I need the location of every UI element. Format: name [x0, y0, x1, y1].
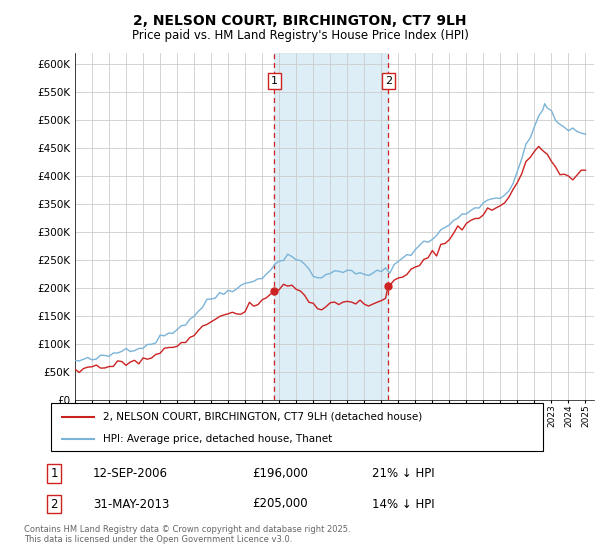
Text: 2: 2 [50, 497, 58, 511]
Bar [274, 53, 388, 400]
Text: 31-MAY-2013: 31-MAY-2013 [93, 497, 169, 511]
Text: 2, NELSON COURT, BIRCHINGTON, CT7 9LH: 2, NELSON COURT, BIRCHINGTON, CT7 9LH [133, 14, 467, 28]
Text: HPI: Average price, detached house, Thanet: HPI: Average price, detached house, Than… [103, 434, 332, 444]
Text: 2, NELSON COURT, BIRCHINGTON, CT7 9LH (detached house): 2, NELSON COURT, BIRCHINGTON, CT7 9LH (d… [103, 412, 422, 422]
Text: 14% ↓ HPI: 14% ↓ HPI [372, 497, 434, 511]
Text: 2: 2 [385, 76, 392, 86]
Text: 12-SEP-2006: 12-SEP-2006 [93, 466, 168, 480]
Text: Contains HM Land Registry data © Crown copyright and database right 2025.
This d: Contains HM Land Registry data © Crown c… [24, 525, 350, 544]
Text: Price paid vs. HM Land Registry's House Price Index (HPI): Price paid vs. HM Land Registry's House … [131, 29, 469, 42]
FancyBboxPatch shape [51, 403, 543, 451]
Text: 1: 1 [50, 466, 58, 480]
Text: £205,000: £205,000 [252, 497, 308, 511]
Text: 1: 1 [271, 76, 278, 86]
Text: £196,000: £196,000 [252, 466, 308, 480]
Text: 21% ↓ HPI: 21% ↓ HPI [372, 466, 434, 480]
